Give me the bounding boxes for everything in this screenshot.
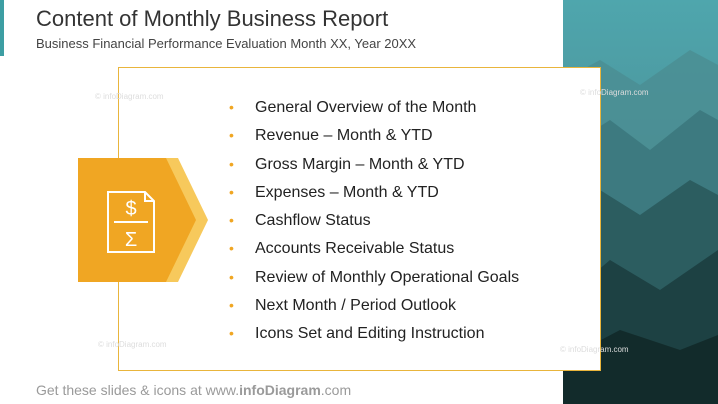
item-text: Gross Margin – Month & YTD bbox=[255, 155, 465, 173]
bullet: • bbox=[229, 325, 234, 342]
list-item: • Expenses – Month & YTD bbox=[229, 181, 519, 209]
item-text: Icons Set and Editing Instruction bbox=[255, 325, 485, 343]
watermark: © infoDiagram.com bbox=[560, 345, 629, 354]
bullet: • bbox=[229, 212, 234, 229]
list-item: • Cashflow Status bbox=[229, 209, 519, 237]
list-item: • Revenue – Month & YTD bbox=[229, 124, 519, 152]
mountain bbox=[563, 330, 718, 404]
title: Content of Monthly Business Report bbox=[36, 6, 389, 31]
list-item: • Icons Set and Editing Instruction bbox=[229, 322, 519, 350]
agenda-list: • General Overview of the Month • Revenue –… bbox=[229, 96, 519, 351]
footer-text: .com bbox=[320, 382, 352, 398]
item-text: General Overview of the Month bbox=[255, 99, 477, 116]
accent-bar bbox=[0, 0, 4, 56]
bullet: • bbox=[229, 155, 234, 172]
bullet: • bbox=[229, 99, 234, 115]
bullet: • bbox=[229, 297, 234, 314]
footer: Get these slides & icons at www.infoDiag… bbox=[36, 382, 351, 398]
item-text: Next Month / Period Outlook bbox=[255, 297, 456, 315]
watermark: © infoDiagram.com bbox=[580, 88, 649, 97]
bullet: • bbox=[229, 240, 234, 257]
list-item: • Gross Margin – Month & YTD bbox=[229, 153, 519, 181]
subtitle: Business Financial Performance Evaluatio… bbox=[36, 36, 417, 51]
item-text: Review of Monthly Operational Goals bbox=[255, 268, 520, 286]
list-item: • Next Month / Period Outlook bbox=[229, 294, 519, 322]
list-item: • Review of Monthly Operational Goals bbox=[229, 266, 519, 294]
item-text: Expenses – Month & YTD bbox=[255, 183, 439, 201]
list-item: • Accounts Receivable Status bbox=[229, 237, 519, 265]
item-text: Accounts Receivable Status bbox=[255, 240, 455, 258]
list-item: • General Overview of the Month bbox=[229, 96, 519, 124]
item-text: Cashflow Status bbox=[255, 212, 371, 230]
bullet: • bbox=[229, 127, 234, 144]
watermark: © infoDiagram.com bbox=[98, 340, 167, 349]
bullet: • bbox=[229, 183, 234, 200]
item-text: Revenue – Month & YTD bbox=[255, 127, 433, 145]
watermark: © infoDiagram.com bbox=[95, 92, 164, 101]
footer-text: Get these slides & icons at www. bbox=[36, 382, 240, 398]
bullet: • bbox=[229, 268, 234, 285]
footer-brand: infoDiagram bbox=[239, 382, 321, 398]
